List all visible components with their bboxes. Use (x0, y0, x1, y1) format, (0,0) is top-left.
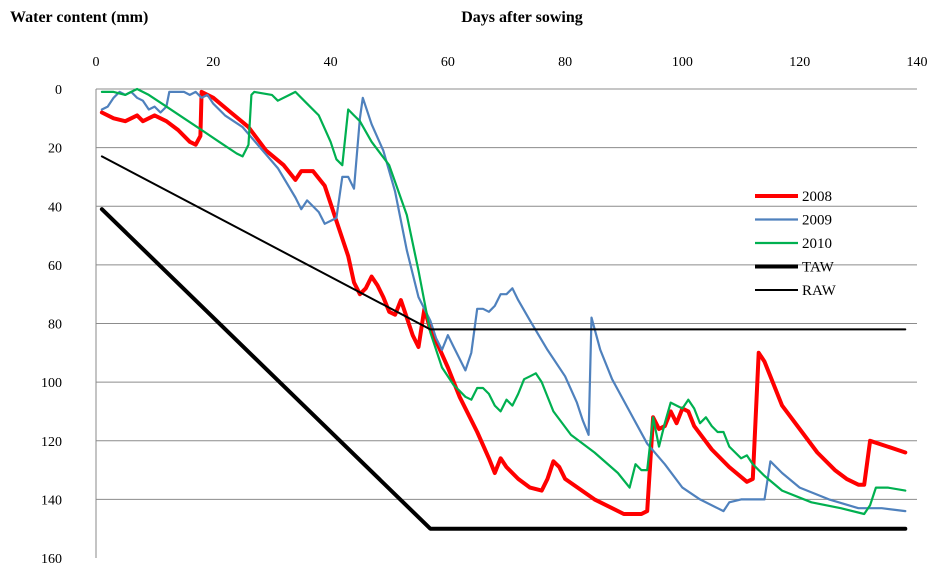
y-tick-label: 120 (41, 435, 62, 450)
legend-label-2008: 2008 (802, 189, 832, 205)
x-tick-label: 0 (93, 55, 100, 70)
y-tick-label: 20 (48, 142, 62, 157)
series-lines (99, 87, 908, 531)
gridlines (96, 88, 917, 500)
series-line-2010 (100, 87, 907, 516)
y-tick-label: 80 (48, 318, 62, 333)
series-line-taw (99, 207, 908, 531)
legend-label-raw: RAW (802, 283, 837, 299)
x-tick-label: 60 (441, 55, 455, 70)
y-axis-label: Water content (mm) (10, 9, 148, 26)
x-axis-label: Days after sowing (461, 9, 582, 26)
legend: 2008 2009 2010 TAW RAW (755, 189, 837, 299)
legend-label-2009: 2009 (802, 213, 832, 229)
y-tick-label: 100 (41, 376, 62, 391)
x-tick-labels: 0 20 40 60 80 100 120 140 (93, 55, 928, 70)
x-tick-label: 40 (324, 55, 338, 70)
series-line-2008 (99, 89, 908, 516)
legend-label-taw: TAW (802, 260, 835, 276)
y-tick-label: 140 (41, 493, 62, 508)
y-tick-label: 160 (41, 552, 62, 567)
y-tick-label: 40 (48, 200, 62, 215)
x-tick-label: 120 (789, 55, 810, 70)
y-tick-label: 60 (48, 259, 62, 274)
x-tick-label: 140 (907, 55, 928, 70)
series-line-2009 (100, 90, 907, 513)
x-tick-label: 100 (672, 55, 693, 70)
y-tick-label: 0 (55, 83, 62, 98)
series-line-raw (100, 155, 907, 331)
x-tick-label: 80 (558, 55, 572, 70)
x-tick-label: 20 (206, 55, 220, 70)
legend-label-2010: 2010 (802, 236, 832, 252)
y-tick-labels: 0 20 40 60 80 100 120 140 160 (41, 83, 62, 567)
